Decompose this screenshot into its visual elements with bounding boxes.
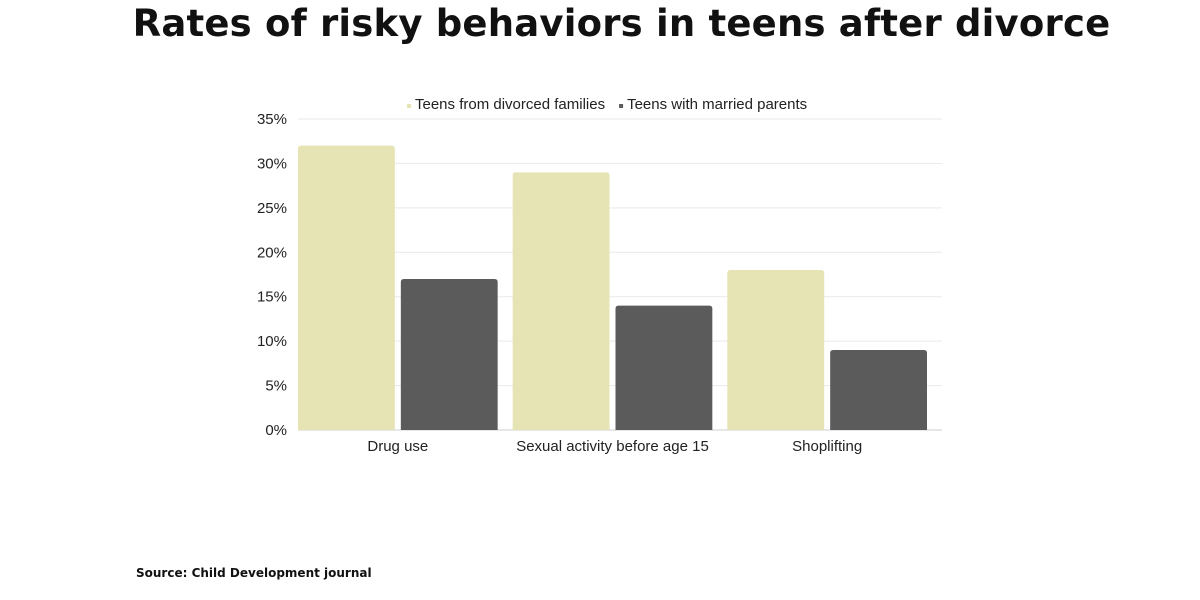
bars <box>298 145 927 431</box>
y-axis-ticks: 0% 5% 10% 15% 20% 25% 30% 35% <box>257 111 287 439</box>
chart-title: Rates of risky behaviors in teens after … <box>132 2 1111 45</box>
y-tick-label: 15% <box>257 289 287 306</box>
y-tick-label: 30% <box>257 155 287 172</box>
legend-label-0: Teens from divorced families <box>415 96 605 113</box>
legend: Teens from divorced families Teens with m… <box>407 96 807 113</box>
bar-divorced-0 <box>298 145 395 430</box>
x-axis-categories: Drug use Sexual activity before age 15 Sho… <box>367 438 862 455</box>
bar-married-2 <box>830 350 927 430</box>
y-tick-label: 35% <box>257 111 287 128</box>
legend-swatch-1 <box>619 104 624 108</box>
y-tick-label: 0% <box>265 422 287 439</box>
y-tick-label: 20% <box>257 244 287 261</box>
bar-divorced-1 <box>512 172 610 431</box>
source-note: Source: Child Development journal <box>136 566 372 580</box>
bar-married-0 <box>400 278 498 430</box>
bar-married-1 <box>615 305 713 430</box>
legend-label-1: Teens with married parents <box>627 96 807 113</box>
x-category-label: Shoplifting <box>792 438 862 455</box>
y-tick-label: 10% <box>257 333 287 350</box>
y-tick-label: 5% <box>265 378 287 395</box>
bar-divorced-2 <box>727 270 825 430</box>
x-category-label: Drug use <box>367 438 428 455</box>
x-category-label: Sexual activity before age 15 <box>516 438 709 455</box>
y-tick-label: 25% <box>257 200 287 217</box>
legend-swatch-0 <box>407 104 411 108</box>
